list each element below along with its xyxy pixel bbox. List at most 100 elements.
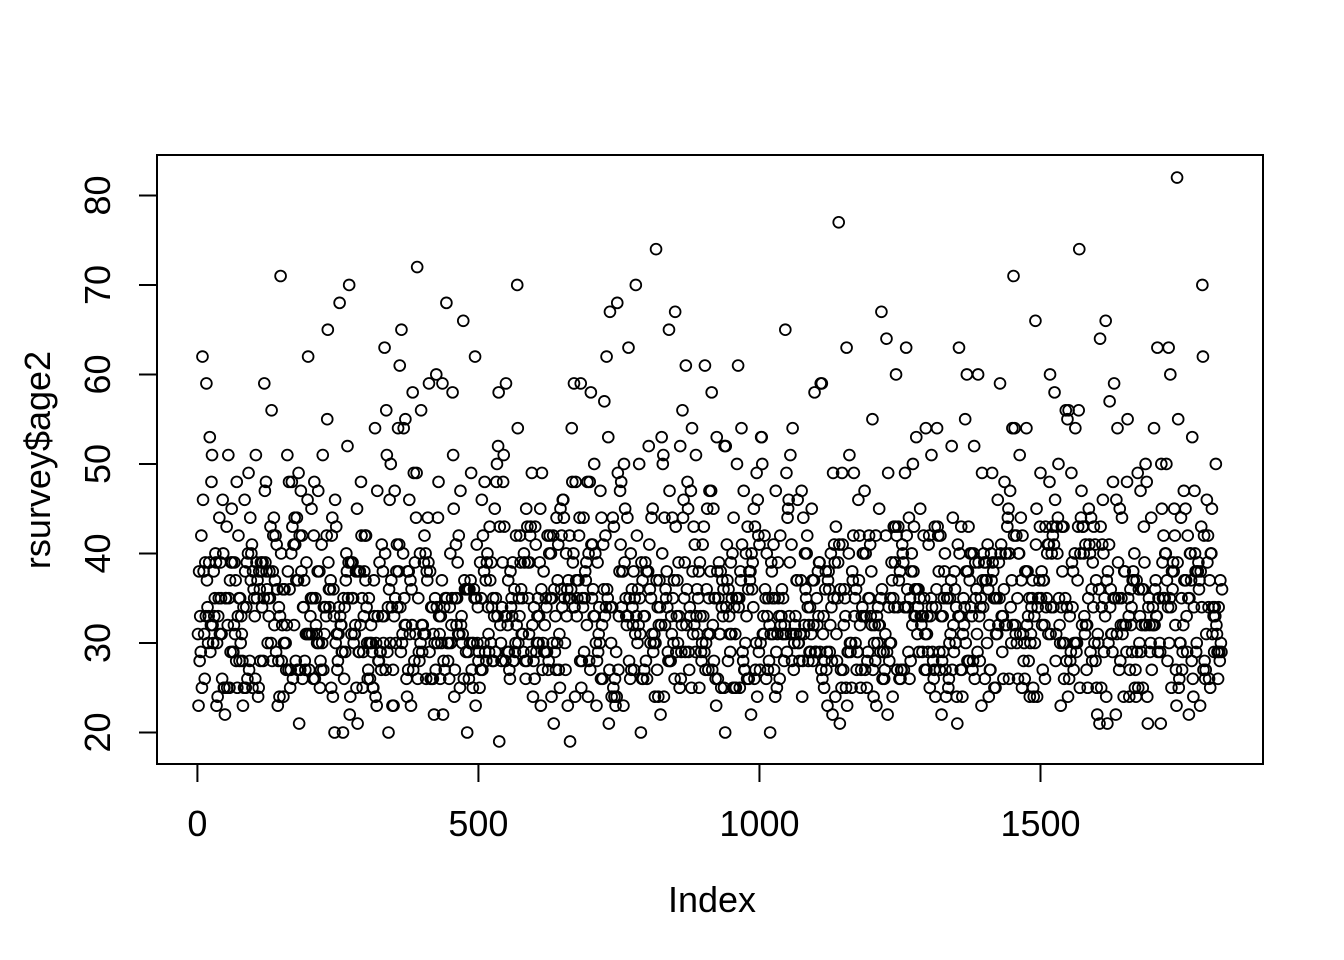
data-point xyxy=(568,690,582,703)
data-point xyxy=(603,305,617,319)
data-point xyxy=(771,556,785,569)
data-point xyxy=(315,636,329,650)
data-point xyxy=(946,511,960,524)
data-point xyxy=(847,466,861,480)
data-point xyxy=(445,591,459,605)
data-point xyxy=(788,636,801,650)
data-point xyxy=(768,591,781,605)
data-point xyxy=(411,591,425,605)
data-point xyxy=(736,654,750,668)
data-point xyxy=(370,484,384,498)
data-point xyxy=(359,529,373,542)
x-tick-label: 500 xyxy=(448,803,508,844)
data-point xyxy=(271,699,285,712)
data-point xyxy=(695,636,709,650)
data-point xyxy=(336,726,350,739)
data-point xyxy=(519,672,532,686)
data-point xyxy=(891,520,905,533)
data-point xyxy=(662,323,676,337)
data-point xyxy=(1016,529,1029,542)
data-point xyxy=(525,466,539,480)
data-point xyxy=(980,636,994,650)
data-point xyxy=(471,636,484,650)
data-point xyxy=(591,556,604,569)
data-point xyxy=(1172,681,1186,695)
data-point xyxy=(506,556,520,569)
data-point xyxy=(881,708,894,721)
data-point xyxy=(1089,654,1102,668)
data-point xyxy=(410,260,424,274)
data-point xyxy=(1025,591,1039,605)
data-point xyxy=(571,591,584,605)
data-point xyxy=(673,681,686,695)
data-point xyxy=(582,654,596,668)
data-point xyxy=(786,421,799,435)
data-point xyxy=(540,645,554,659)
data-point xyxy=(770,645,783,659)
data-point xyxy=(528,672,541,686)
data-point xyxy=(195,529,208,542)
data-point xyxy=(587,457,601,471)
data-point xyxy=(1052,591,1066,605)
data-point xyxy=(487,654,500,668)
data-point xyxy=(721,574,734,587)
data-point xyxy=(1002,672,1016,686)
data-point xyxy=(590,699,603,712)
data-point xyxy=(249,448,263,462)
data-point xyxy=(1030,690,1044,703)
data-point xyxy=(644,591,658,605)
data-point xyxy=(1094,520,1107,533)
data-point xyxy=(1061,690,1075,703)
data-point xyxy=(1203,681,1217,695)
x-tick-label: 1500 xyxy=(1000,803,1080,844)
data-point xyxy=(420,565,434,578)
data-point xyxy=(514,582,528,596)
data-point xyxy=(205,475,218,489)
data-point xyxy=(518,556,531,569)
data-point xyxy=(231,681,244,695)
data-point xyxy=(640,672,654,686)
data-point xyxy=(672,556,685,569)
data-point xyxy=(844,636,858,650)
data-point xyxy=(606,511,620,524)
data-point xyxy=(1058,591,1072,605)
data-point xyxy=(816,627,830,641)
data-point xyxy=(815,377,829,390)
data-point xyxy=(242,466,255,480)
data-point xyxy=(1193,699,1207,712)
data-point xyxy=(467,582,481,596)
data-point xyxy=(696,609,710,623)
data-point xyxy=(437,654,450,668)
data-point xyxy=(403,627,417,641)
data-point xyxy=(1120,475,1134,489)
data-point xyxy=(836,663,850,677)
data-point xyxy=(545,690,558,703)
data-point xyxy=(251,690,265,703)
data-point xyxy=(1075,484,1088,498)
data-point xyxy=(1142,600,1155,614)
data-point xyxy=(986,556,1000,569)
data-point xyxy=(658,511,671,524)
data-point xyxy=(696,538,709,551)
data-point xyxy=(852,493,865,507)
y-tick-label: 60 xyxy=(77,354,118,394)
data-point xyxy=(861,645,875,659)
data-point xyxy=(510,278,524,292)
data-point xyxy=(945,663,959,677)
data-point xyxy=(654,618,668,632)
data-point xyxy=(1145,663,1159,677)
data-point xyxy=(583,475,597,489)
data-point xyxy=(405,582,418,596)
data-point xyxy=(595,511,608,524)
data-point xyxy=(578,565,592,578)
data-point xyxy=(769,484,783,498)
data-point xyxy=(1189,645,1203,659)
y-tick-label: 20 xyxy=(77,712,118,752)
data-point xyxy=(497,520,511,533)
data-point xyxy=(745,582,759,596)
data-point xyxy=(324,681,338,695)
data-point xyxy=(516,627,530,641)
data-point xyxy=(469,591,483,605)
data-point xyxy=(1107,377,1121,390)
